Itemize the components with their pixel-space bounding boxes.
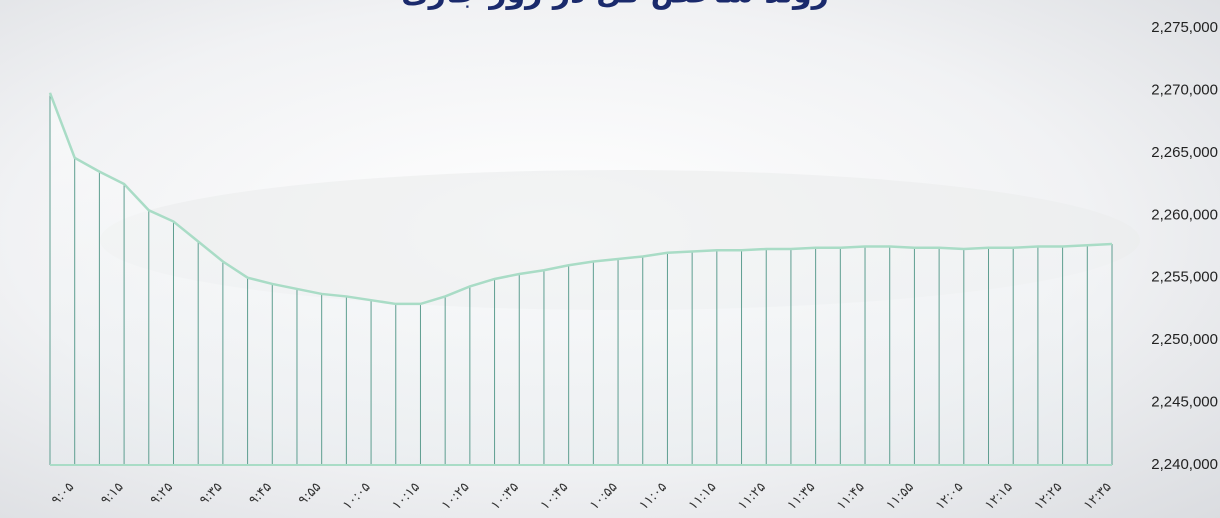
y-tick-label: 2,240,000 xyxy=(1151,456,1218,473)
y-tick-label: 2,275,000 xyxy=(1151,19,1218,36)
y-tick-label: 2,270,000 xyxy=(1151,81,1218,98)
line xyxy=(48,92,1113,306)
y-tick-label: 2,255,000 xyxy=(1151,269,1218,286)
y-tick-label: 2,265,000 xyxy=(1151,144,1218,161)
chart-title: روند شاخص کل در روز جاری xyxy=(401,0,829,11)
y-tick-label: 2,245,000 xyxy=(1151,394,1218,411)
area xyxy=(50,92,1112,465)
y-tick-label: 2,250,000 xyxy=(1151,331,1218,348)
y-tick-label: 2,260,000 xyxy=(1151,206,1218,223)
